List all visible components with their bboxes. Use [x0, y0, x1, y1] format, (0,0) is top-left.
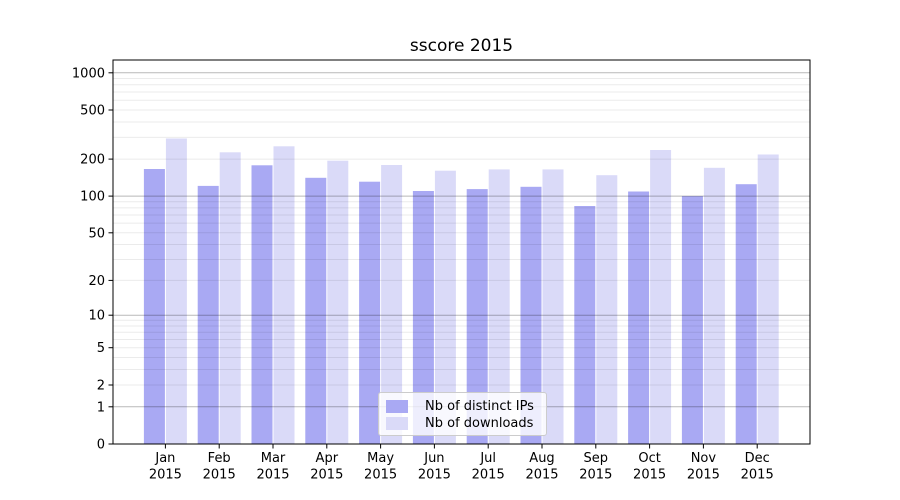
x-tick-label-nov: Nov 2015: [687, 451, 720, 483]
x-tick-label-may: May 2015: [364, 451, 397, 483]
bars-layer: [143, 138, 779, 445]
legend-label-downloads: Nb of downloads: [425, 415, 534, 431]
legend-item-distinct-ips: Nb of distinct IPs: [386, 398, 538, 414]
bar-nb-of-downloads-nov: [703, 167, 725, 445]
legend-swatch-distinct-ips: [386, 399, 408, 413]
bar-nb-of-distinct-ips-jul: [466, 189, 488, 444]
y-tick-label-2: 2: [97, 379, 105, 394]
bar-nb-of-downloads-jul: [488, 169, 510, 444]
bar-nb-of-downloads-may: [381, 165, 403, 444]
y-tick-label-10: 10: [88, 309, 105, 324]
legend-item-downloads: Nb of downloads: [386, 415, 538, 431]
x-tick-label-feb: Feb 2015: [203, 451, 236, 483]
bar-nb-of-distinct-ips-sep: [574, 206, 596, 444]
bar-nb-of-downloads-sep: [596, 175, 618, 444]
bar-nb-of-downloads-oct: [650, 150, 672, 444]
plot-frame: [112, 59, 811, 445]
bar-nb-of-distinct-ips-feb: [197, 185, 219, 444]
bar-nb-of-downloads-apr: [327, 160, 349, 444]
bar-nb-of-downloads-dec: [757, 154, 779, 444]
x-tick-label-sep: Sep 2015: [579, 451, 612, 483]
y-tick-label-200: 200: [80, 153, 105, 168]
legend: Nb of distinct IPs Nb of downloads: [378, 392, 547, 436]
bar-nb-of-downloads-mar: [273, 146, 295, 445]
bar-nb-of-distinct-ips-nov: [681, 196, 703, 444]
x-tick-label-jan: Jan 2015: [149, 451, 182, 483]
bar-nb-of-distinct-ips-jan: [143, 169, 165, 444]
bar-nb-of-downloads-aug: [542, 169, 564, 444]
bars-series-1: [165, 138, 779, 445]
legend-swatch-downloads: [386, 416, 408, 430]
y-tick-label-1: 1: [97, 400, 105, 415]
bar-nb-of-distinct-ips-aug: [520, 186, 542, 445]
bar-nb-of-distinct-ips-jun: [412, 191, 434, 444]
y-tick-label-1000: 1000: [72, 66, 105, 81]
y-tick-label-20: 20: [88, 274, 105, 289]
minor-gridlines: [113, 78, 810, 386]
x-tick-label-jul: Jul 2015: [472, 451, 505, 483]
x-ticks: [164, 444, 758, 449]
legend-label-distinct-ips: Nb of distinct IPs: [425, 398, 534, 414]
bar-nb-of-downloads-jan: [165, 138, 187, 444]
bar-nb-of-distinct-ips-dec: [735, 184, 757, 444]
y-tick-label-500: 500: [80, 104, 105, 119]
x-tick-labels: Jan 2015 Feb 2015 Mar 2015 Apr 2015 May 2015 Jun 20…: [149, 451, 774, 483]
y-tick-label-100: 100: [80, 190, 105, 205]
x-tick-label-apr: Apr 2015: [310, 451, 343, 483]
y-tick-label-5: 5: [97, 341, 105, 356]
bar-nb-of-distinct-ips-oct: [628, 191, 650, 444]
x-tick-label-dec: Dec 2015: [741, 451, 774, 483]
y-tick-label-0: 0: [97, 438, 105, 453]
bar-nb-of-distinct-ips-mar: [251, 165, 273, 445]
x-tick-label-mar: Mar 2015: [256, 451, 289, 483]
y-ticks: [108, 72, 113, 445]
bar-nb-of-downloads-feb: [219, 152, 241, 445]
bar-nb-of-distinct-ips-apr: [305, 177, 327, 445]
y-tick-labels: 0 1 2 5 10 20 50 100 200 500 1000: [72, 66, 105, 452]
bar-nb-of-downloads-jun: [434, 170, 456, 444]
y-tick-label-50: 50: [88, 226, 105, 241]
x-tick-label-oct: Oct 2015: [633, 451, 666, 483]
chart-title: sscore 2015: [409, 36, 514, 56]
bar-nb-of-distinct-ips-may: [359, 181, 381, 444]
bars-series-0: [143, 165, 757, 445]
x-tick-label-jun: Jun 2015: [418, 451, 451, 483]
x-tick-label-aug: Aug 2015: [525, 451, 558, 483]
